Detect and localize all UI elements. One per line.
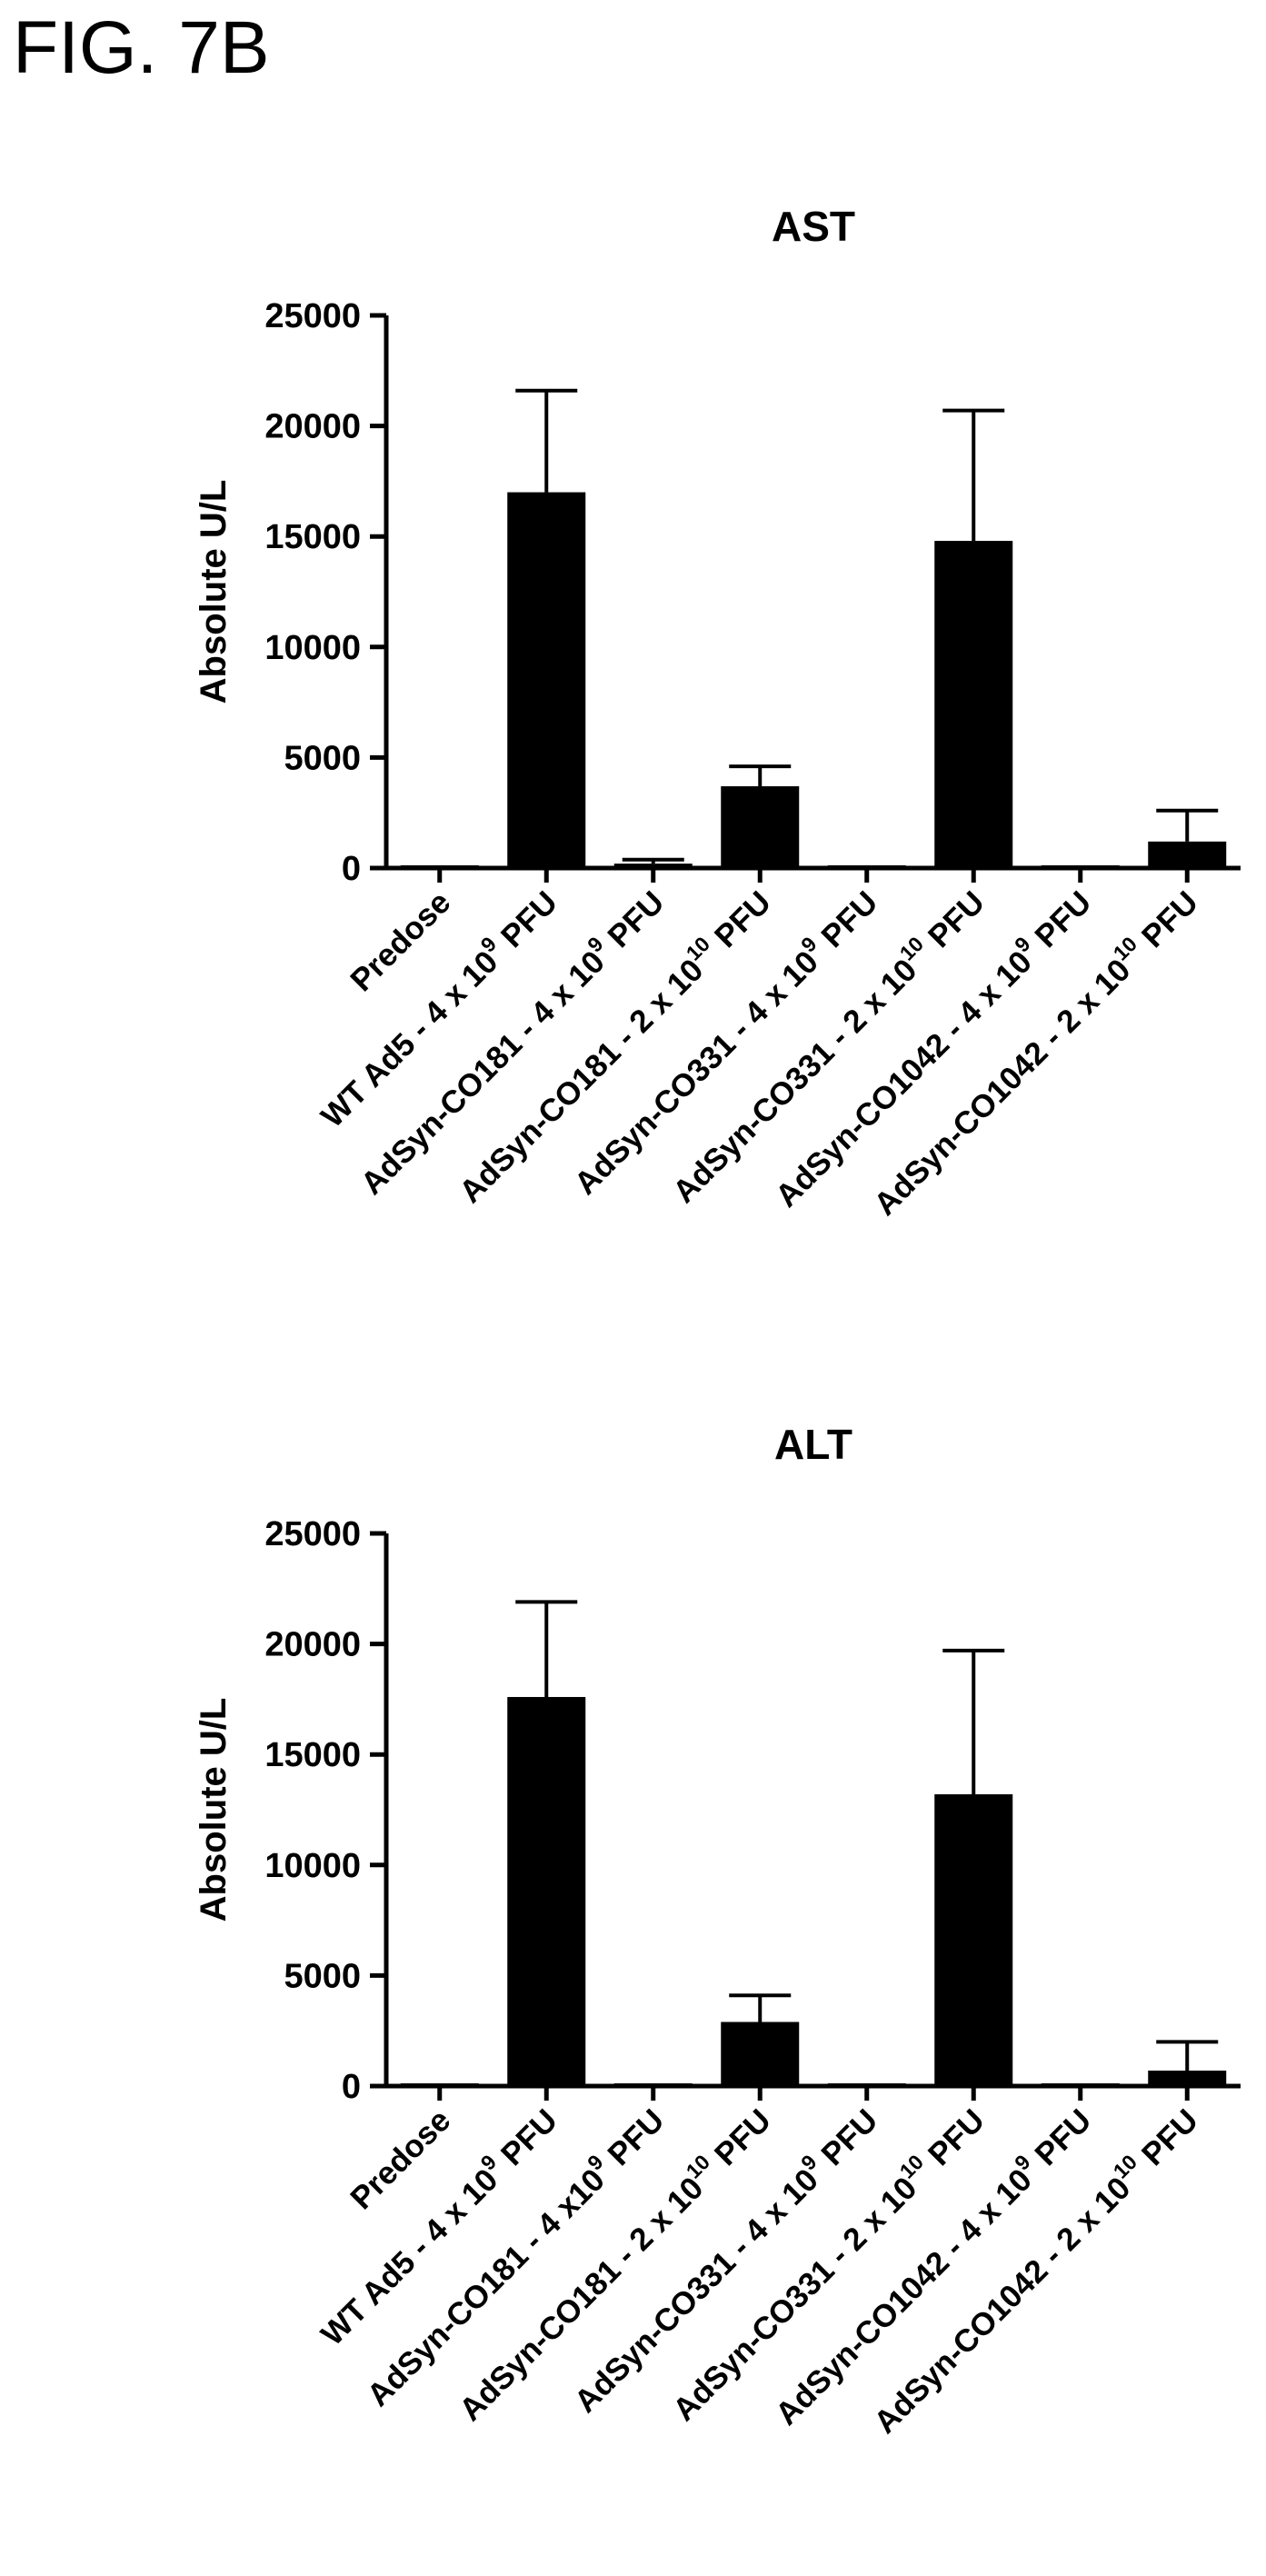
alt-y-tick-label-1: 5000 [284, 1957, 361, 1995]
alt-chart-title: ALT [774, 1421, 852, 1468]
ast-bar-6 [1041, 865, 1120, 868]
ast-y-tick-label-5: 25000 [264, 297, 361, 335]
alt-bar-7 [1148, 2070, 1227, 2086]
alt-y-tick-label-0: 0 [342, 2068, 361, 2106]
alt-bar-6 [1041, 2083, 1120, 2086]
ast-chart-title: AST [772, 203, 855, 250]
ast-bar-7 [1148, 841, 1227, 868]
alt-category-label-0: Predose [344, 2102, 457, 2216]
alt-y-axis-label: Absolute U/L [194, 1698, 234, 1922]
ast-y-tick-label-0: 0 [342, 850, 361, 888]
ast-bar-1 [507, 492, 586, 868]
ast-bar-0 [400, 865, 479, 868]
alt-bar-5 [934, 1793, 1013, 2086]
alt-bar-3 [721, 2022, 800, 2086]
ast-bar-2 [613, 864, 693, 868]
ast-bar-3 [721, 786, 800, 868]
alt-y-tick-label-4: 20000 [264, 1626, 361, 1664]
alt-y-tick-label-2: 10000 [264, 1847, 361, 1885]
ast-y-tick-label-4: 20000 [264, 408, 361, 446]
ast-y-axis-label: Absolute U/L [194, 480, 234, 704]
ast-chart: AST Absolute U/L 0 5000 10000 15000 20000 25000… [194, 203, 1241, 1223]
alt-y-tick-label-5: 25000 [264, 1515, 361, 1553]
ast-y-tick-label-3: 15000 [264, 518, 361, 556]
ast-category-label-0: Predose [344, 884, 457, 998]
alt-bar-2 [613, 2083, 693, 2086]
alt-bar-1 [507, 1696, 586, 2086]
alt-y-tick-label-3: 15000 [264, 1736, 361, 1774]
ast-y-tick-label-1: 5000 [284, 739, 361, 777]
alt-chart: ALT Absolute U/L 0 5000 10000 15000 20000 25000… [194, 1421, 1241, 2441]
figure-label: FIG. 7B [13, 6, 270, 89]
alt-bar-0 [400, 2083, 479, 2086]
ast-bar-4 [827, 865, 906, 868]
alt-bar-4 [827, 2083, 906, 2086]
ast-y-tick-label-2: 10000 [264, 629, 361, 667]
ast-bar-5 [934, 541, 1013, 868]
